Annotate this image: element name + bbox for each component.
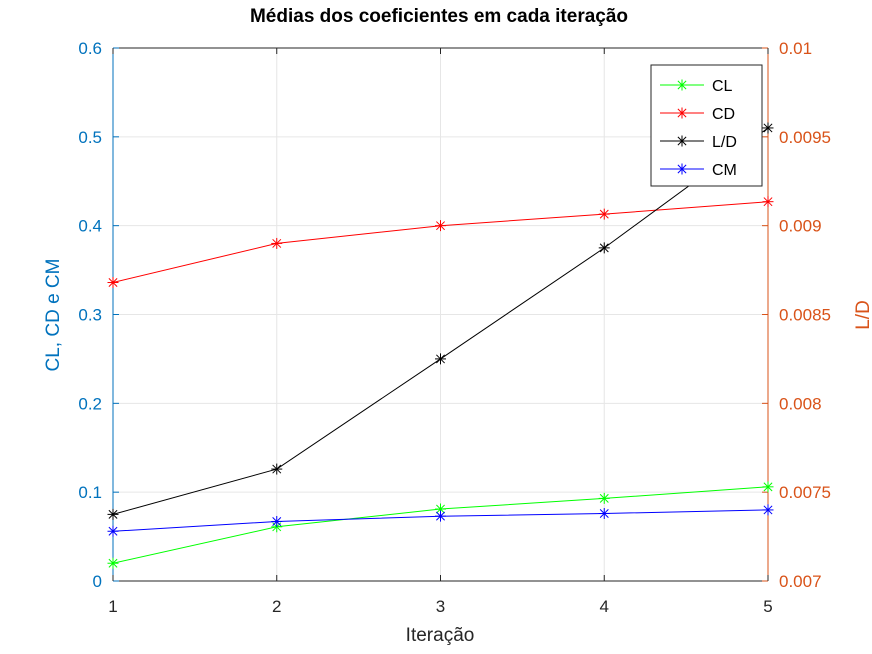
data-point-l-d xyxy=(762,122,774,134)
x-axis-label: Iteração xyxy=(406,625,475,646)
x-tick-label: 1 xyxy=(108,597,117,616)
data-point-cd xyxy=(435,220,446,232)
y-left-tick-label: 0.1 xyxy=(78,483,102,502)
y-right-tick-label: 0.01 xyxy=(779,39,812,58)
data-point-cl xyxy=(762,481,774,493)
y-right-tick-label: 0.008 xyxy=(779,394,822,413)
data-point-cd xyxy=(598,208,610,220)
tick-labels: 0 0.007 0.1 0.0075 0.2 0.008 0.3 0.0085 0.4 0.009… xyxy=(78,39,831,616)
y-left-tick-label: 0.3 xyxy=(78,306,102,325)
data-point-cm xyxy=(107,525,119,537)
legend-box xyxy=(650,64,763,187)
legend: CL CD L/D CM xyxy=(650,64,763,187)
y-left-tick-label: 0.2 xyxy=(78,394,102,413)
x-tick-label: 5 xyxy=(763,597,772,616)
data-point-cm xyxy=(762,504,774,516)
x-tick-label: 4 xyxy=(600,597,609,616)
data-point-cm xyxy=(598,507,610,519)
series-layer xyxy=(107,122,774,569)
chart-title: Médias dos coeficientes em cada iteração xyxy=(250,6,628,27)
data-point-cd xyxy=(107,277,119,289)
data-point-cm xyxy=(435,510,446,522)
y-left-tick-label: 0.4 xyxy=(78,217,102,236)
x-tick-label: 2 xyxy=(272,597,281,616)
legend-marker-cl xyxy=(676,79,688,91)
y-left-tick-label: 0.5 xyxy=(78,128,102,147)
y-right-tick-label: 0.007 xyxy=(779,572,822,591)
data-point-cd xyxy=(762,196,774,208)
data-point-cl xyxy=(598,492,610,504)
y-axis-right-label: L/D xyxy=(853,300,872,330)
y-right-tick-label: 0.0085 xyxy=(779,306,831,325)
data-point-cd xyxy=(271,237,283,249)
data-point-l-d xyxy=(435,353,446,365)
legend-label-cl: CL xyxy=(712,78,733,95)
y-right-tick-label: 0.0075 xyxy=(779,483,831,502)
legend-marker-cd xyxy=(676,107,688,119)
data-point-cl xyxy=(107,557,119,569)
y-left-tick-label: 0.6 xyxy=(78,39,102,58)
x-tick-label: 3 xyxy=(436,597,445,616)
y-right-tick-label: 0.009 xyxy=(779,217,822,236)
legend-marker-l-d xyxy=(676,135,688,147)
legend-label-cd: CD xyxy=(712,106,735,123)
y-left-tick-label: 0 xyxy=(93,572,102,591)
data-point-l-d xyxy=(107,508,119,520)
legend-label-l-d: L/D xyxy=(712,134,737,151)
data-point-l-d xyxy=(271,463,283,475)
legend-marker-cm xyxy=(676,163,688,175)
y-axis-left-label: CL, CD e CM xyxy=(43,259,64,372)
data-point-cm xyxy=(271,515,283,527)
legend-label-cm: CM xyxy=(712,162,737,179)
data-point-l-d xyxy=(598,242,610,254)
grid xyxy=(113,48,768,581)
y-right-tick-label: 0.0095 xyxy=(779,128,831,147)
